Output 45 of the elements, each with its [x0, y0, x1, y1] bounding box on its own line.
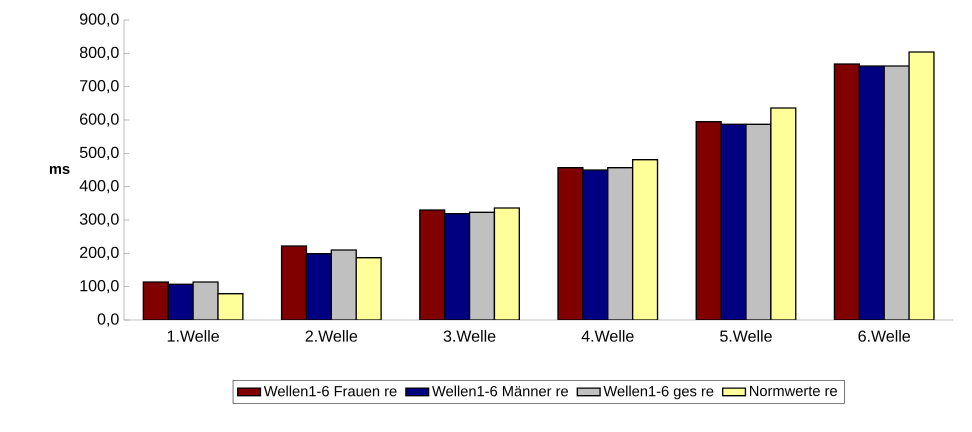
- y-tick-label: 700,0: [80, 80, 119, 94]
- bar: [607, 166, 634, 320]
- bar: [168, 284, 194, 320]
- bar: [444, 212, 470, 320]
- bar: [468, 212, 496, 320]
- y-tick-label: 800,0: [80, 46, 119, 60]
- legend-label: Normwerte re: [750, 386, 837, 396]
- bar: [494, 207, 520, 320]
- y-tick-label: 300,0: [80, 213, 119, 227]
- legend-label: Wellen1-6 Frauen re: [264, 386, 397, 396]
- x-tick-label: 6.Welle: [858, 330, 910, 342]
- bar: [884, 65, 910, 320]
- y-tick-label: 200,0: [80, 246, 119, 260]
- bar: [770, 107, 796, 320]
- x-tick-label: 1.Welle: [168, 330, 219, 342]
- bar: [696, 120, 722, 320]
- bar: [908, 51, 935, 320]
- bar: [306, 252, 332, 320]
- bar: [557, 166, 584, 320]
- y-tick-label: 100,0: [80, 280, 119, 294]
- bar: [582, 169, 608, 320]
- bar: [720, 124, 747, 320]
- x-tick-label: 2.Welle: [306, 330, 358, 342]
- bar: [142, 281, 169, 320]
- bar: [280, 245, 308, 320]
- bar: [330, 249, 357, 320]
- y-tick-label: 500,0: [80, 146, 119, 160]
- legend-label: Wellen1-6 ges re: [603, 386, 714, 400]
- bar: [834, 63, 860, 320]
- bar: [356, 256, 382, 320]
- bar: [632, 158, 658, 320]
- bar: [858, 65, 885, 320]
- y-tick-label: 0,0: [98, 313, 119, 327]
- x-tick-label: 4.Welle: [582, 330, 634, 342]
- bar: [192, 281, 219, 320]
- legend-label: Wellen1-6 Männer re: [432, 386, 568, 396]
- x-tick-label: 3.Welle: [444, 330, 496, 342]
- bar: [217, 292, 244, 320]
- y-tick-label: 600,0: [80, 113, 119, 127]
- y-tick-label: 400,0: [80, 180, 119, 194]
- x-tick-label: 5.Welle: [720, 330, 772, 342]
- y-axis-title: ms: [50, 166, 70, 174]
- bar: [419, 209, 446, 320]
- y-tick-label: 900,0: [80, 13, 119, 27]
- bar: [745, 124, 772, 320]
